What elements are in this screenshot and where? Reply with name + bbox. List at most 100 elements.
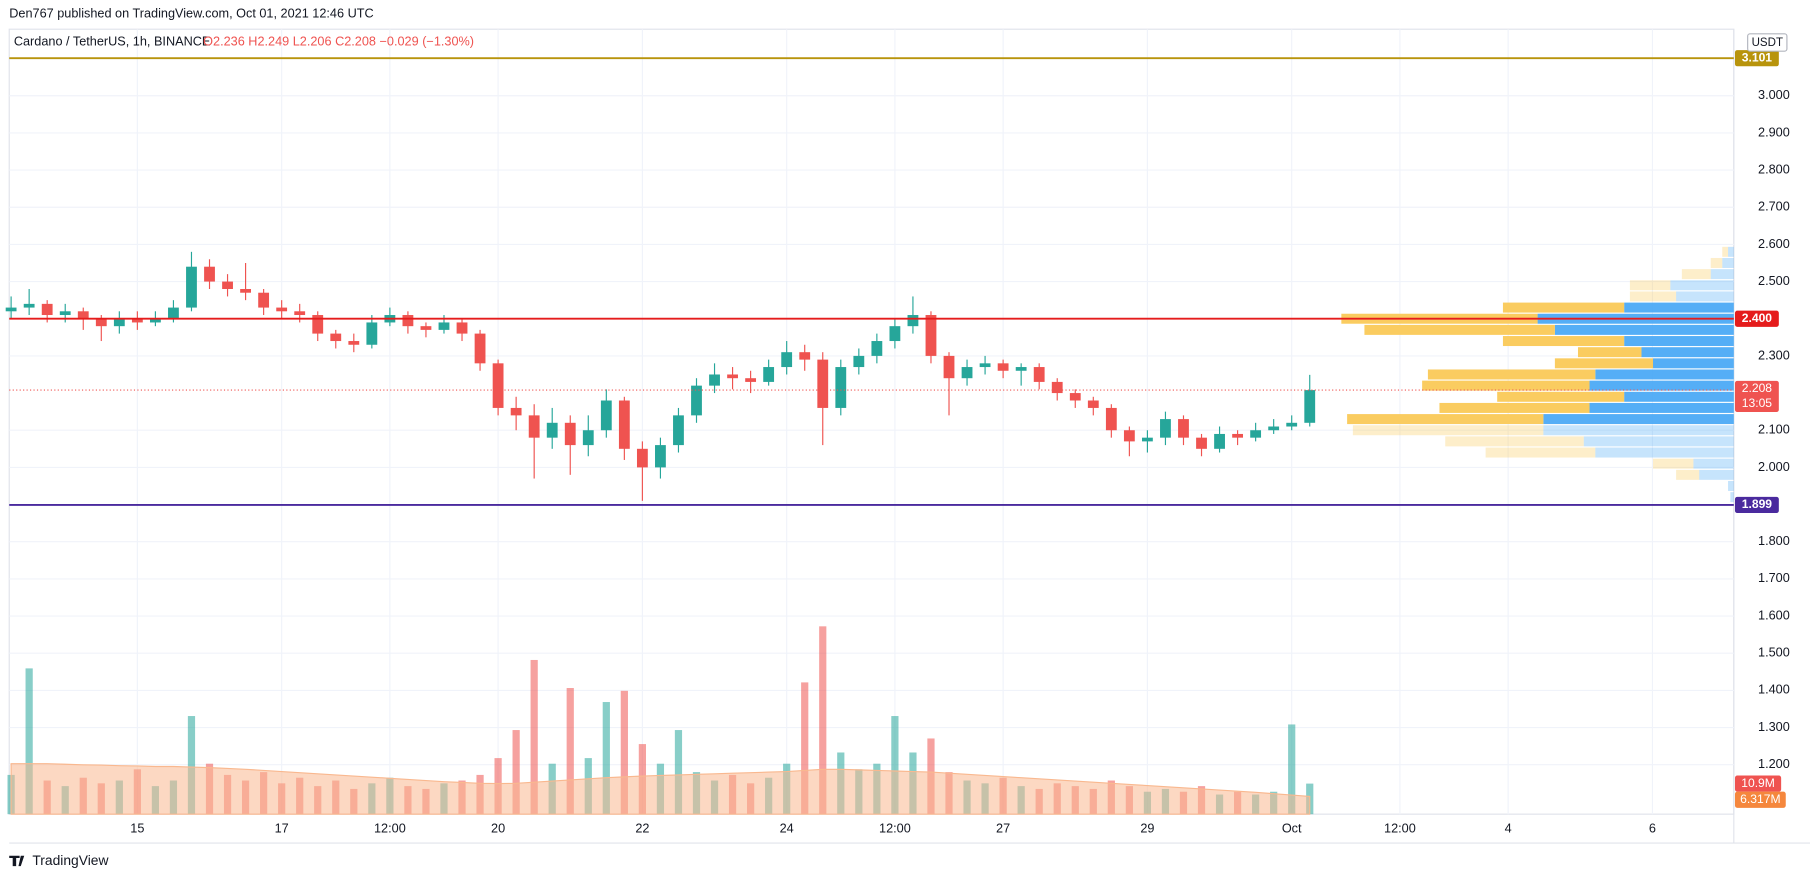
candle-body: [149, 318, 161, 323]
candle-body: [402, 315, 414, 327]
y-tick-label: 2.500: [1758, 274, 1790, 288]
profile-up: [1347, 414, 1544, 425]
candle-body: [438, 322, 450, 330]
candle-body: [655, 445, 666, 468]
candle-body: [727, 374, 738, 379]
volume-bar: [187, 716, 196, 815]
profile-down: [1728, 246, 1734, 257]
volume-label: 10.9M: [1741, 776, 1775, 790]
volume-bar: [1288, 724, 1296, 815]
candle-body: [582, 430, 594, 446]
profile-up: [1502, 302, 1625, 313]
profile-up: [1497, 391, 1625, 402]
candle-body: [258, 292, 270, 308]
y-tick-label: 3.000: [1758, 88, 1790, 102]
volume-bar: [620, 690, 628, 815]
grid: 1.200 1.300 1.400 1.500 1.600 1.700 1.800 2.000…: [9, 29, 1790, 836]
legend-ohlc: O2.236 H2.249 L2.206 C2.208 −0.029 (−1.3…: [203, 34, 474, 48]
x-tick-label: 12:00: [879, 822, 911, 836]
candle-body: [673, 415, 684, 446]
volume-bar: [512, 730, 520, 815]
profile-up: [1577, 347, 1642, 358]
candle-body: [420, 326, 432, 330]
volume-bar: [819, 626, 827, 815]
candle-body: [240, 289, 251, 293]
candle-body: [600, 400, 612, 431]
candle-body: [1105, 407, 1117, 431]
candle-body: [510, 407, 522, 416]
logo-mark: [9, 855, 25, 867]
x-tick-label: 6: [1649, 822, 1656, 836]
x-tick-label: 27: [996, 822, 1010, 836]
y-tick-label: 1.600: [1758, 608, 1790, 622]
profile-down: [1554, 324, 1734, 335]
candle-body: [1196, 437, 1207, 449]
candle-body: [835, 367, 847, 408]
profile-down: [1589, 380, 1734, 391]
volume-ma-area: [10, 763, 1311, 815]
candle-body: [853, 355, 865, 368]
profile-down: [1624, 336, 1734, 347]
x-tick-label: 15: [130, 822, 144, 836]
profile-up: [1710, 257, 1723, 268]
y-tick-label: 1.700: [1758, 571, 1790, 585]
candle-body: [366, 322, 378, 345]
candle-body: [204, 266, 215, 282]
currency-label[interactable]: USDT: [1752, 37, 1783, 49]
x-tick-label: 12:00: [1384, 822, 1416, 836]
candle-body: [1051, 381, 1063, 394]
profile-down: [1543, 425, 1734, 436]
candle-body: [997, 363, 1009, 371]
candle-body: [1268, 426, 1280, 431]
profile-up: [1629, 280, 1671, 291]
y-tick-label: 2.000: [1758, 460, 1790, 474]
profile-down: [1653, 358, 1734, 369]
candle-body: [979, 363, 991, 368]
candle-body: [528, 415, 540, 438]
candle-body: [330, 333, 342, 342]
candle-body: [492, 363, 504, 408]
candle-body: [1160, 419, 1171, 438]
x-tick-label: 12:00: [374, 822, 406, 836]
volume-bar: [25, 668, 33, 815]
candle-body: [131, 318, 143, 323]
candle-body: [564, 422, 576, 446]
x-tick-label: 24: [780, 822, 794, 836]
candle-body: [1015, 367, 1027, 371]
profile-up: [1422, 380, 1590, 391]
profile-up: [1554, 358, 1654, 369]
candle-body: [1033, 367, 1045, 382]
candle-body: [113, 318, 125, 327]
currency-badge[interactable]: [1747, 33, 1788, 52]
profile-up: [1722, 246, 1729, 257]
last-price-badge: [1734, 380, 1779, 413]
candle-body: [1141, 437, 1153, 442]
level-badge: [1734, 496, 1779, 514]
x-tick-label: 29: [1140, 822, 1154, 836]
level-label: 3.101: [1742, 50, 1773, 64]
candle-body: [348, 341, 360, 345]
profile-up: [1629, 291, 1677, 302]
profile-down: [1543, 414, 1734, 425]
candle-body: [618, 400, 630, 449]
candle-body: [781, 352, 793, 368]
volume-bar: [891, 716, 899, 815]
profile-up: [1352, 425, 1544, 436]
y-tick-label: 2.900: [1758, 125, 1790, 139]
x-tick-label: Oct: [1282, 822, 1302, 836]
level-badge: [1734, 310, 1779, 327]
profile-down: [1676, 291, 1734, 302]
x-tick-label: 17: [275, 822, 289, 836]
volume-bar: [566, 688, 574, 815]
candle-body: [41, 303, 53, 316]
profile-down: [1699, 469, 1734, 480]
volume-pane: [7, 626, 1314, 815]
candle-body: [312, 315, 324, 334]
profile-down: [1722, 257, 1734, 268]
volume-badge: [1734, 775, 1782, 792]
countdown: 13:05: [1742, 396, 1773, 410]
profile-up: [1653, 458, 1694, 469]
volume-bar: [530, 659, 538, 815]
